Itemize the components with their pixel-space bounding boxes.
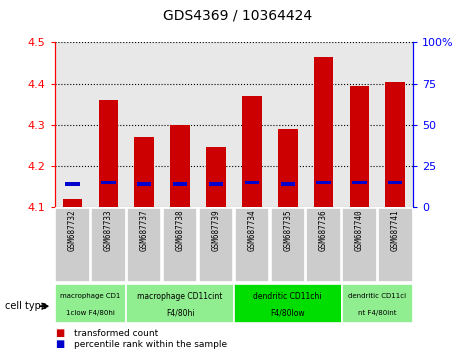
Text: dendritic CD11chi: dendritic CD11chi <box>254 292 322 301</box>
Text: GSM687737: GSM687737 <box>140 209 149 251</box>
Text: GSM687741: GSM687741 <box>391 209 400 251</box>
Bar <box>278 129 298 207</box>
Text: F4/80low: F4/80low <box>270 308 305 317</box>
Text: GSM687736: GSM687736 <box>319 209 328 251</box>
Text: GSM687738: GSM687738 <box>176 209 185 251</box>
Text: GSM687740: GSM687740 <box>355 209 364 251</box>
Text: GSM687733: GSM687733 <box>104 209 113 251</box>
Text: macrophage CD1: macrophage CD1 <box>60 293 121 299</box>
FancyBboxPatch shape <box>199 208 233 282</box>
Text: GSM687732: GSM687732 <box>68 209 77 251</box>
FancyBboxPatch shape <box>342 284 413 323</box>
Bar <box>173 182 187 186</box>
Bar <box>101 181 115 184</box>
Bar <box>388 181 402 184</box>
FancyBboxPatch shape <box>234 284 342 323</box>
Bar <box>242 96 262 207</box>
Bar <box>209 182 223 186</box>
Bar <box>352 181 367 184</box>
Text: nt F4/80int: nt F4/80int <box>358 309 397 315</box>
FancyBboxPatch shape <box>342 208 377 282</box>
FancyBboxPatch shape <box>127 208 162 282</box>
FancyBboxPatch shape <box>55 284 126 323</box>
Bar <box>350 86 370 207</box>
Bar <box>206 147 226 207</box>
FancyBboxPatch shape <box>378 208 412 282</box>
Bar <box>281 182 295 186</box>
Bar <box>245 181 259 184</box>
Text: F4/80hi: F4/80hi <box>166 308 194 317</box>
Bar <box>63 199 83 207</box>
Bar <box>170 125 190 207</box>
Text: GDS4369 / 10364424: GDS4369 / 10364424 <box>163 9 312 23</box>
FancyBboxPatch shape <box>126 284 234 323</box>
FancyBboxPatch shape <box>91 208 125 282</box>
Bar <box>98 100 118 207</box>
Text: cell type: cell type <box>5 301 47 311</box>
Text: macrophage CD11cint: macrophage CD11cint <box>137 292 223 301</box>
Text: GSM687734: GSM687734 <box>247 209 257 251</box>
Text: ■: ■ <box>55 339 64 349</box>
FancyBboxPatch shape <box>235 208 269 282</box>
Bar <box>134 137 154 207</box>
FancyBboxPatch shape <box>271 208 305 282</box>
Text: GSM687739: GSM687739 <box>211 209 220 251</box>
Bar <box>66 182 80 186</box>
Text: ■: ■ <box>55 329 64 338</box>
Text: GSM687735: GSM687735 <box>283 209 292 251</box>
Text: percentile rank within the sample: percentile rank within the sample <box>74 339 227 349</box>
Text: transformed count: transformed count <box>74 329 158 338</box>
Bar <box>316 181 331 184</box>
Bar <box>385 81 405 207</box>
Text: 1clow F4/80hi: 1clow F4/80hi <box>66 309 115 315</box>
Bar <box>137 182 152 186</box>
Text: dendritic CD11ci: dendritic CD11ci <box>348 293 407 299</box>
FancyBboxPatch shape <box>163 208 197 282</box>
Bar <box>314 57 333 207</box>
FancyBboxPatch shape <box>306 208 341 282</box>
FancyBboxPatch shape <box>56 208 90 282</box>
